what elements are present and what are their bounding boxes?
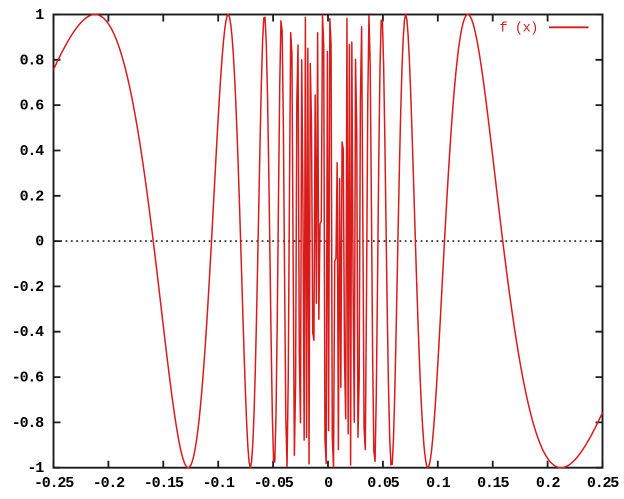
svg-text:0.8: 0.8 <box>20 52 45 69</box>
svg-text:0.25: 0.25 <box>587 475 619 492</box>
svg-text:-0.25: -0.25 <box>34 475 74 492</box>
svg-text:-0.8: -0.8 <box>12 415 44 432</box>
svg-text:-0.2: -0.2 <box>12 279 44 296</box>
svg-text:0.1: 0.1 <box>426 475 451 492</box>
svg-text:-0.1: -0.1 <box>203 475 235 492</box>
svg-text:0.15: 0.15 <box>477 475 509 492</box>
svg-text:f (x): f (x) <box>499 22 538 37</box>
svg-text:0.4: 0.4 <box>20 143 45 160</box>
svg-text:0.2: 0.2 <box>536 475 561 492</box>
svg-text:0: 0 <box>324 475 333 492</box>
svg-text:0.2: 0.2 <box>20 188 45 205</box>
svg-text:1: 1 <box>35 7 44 24</box>
svg-text:-1: -1 <box>27 460 44 477</box>
svg-text:-0.15: -0.15 <box>144 475 184 492</box>
svg-text:0.05: 0.05 <box>367 475 399 492</box>
svg-text:-0.2: -0.2 <box>93 475 125 492</box>
svg-text:-0.05: -0.05 <box>254 475 294 492</box>
svg-text:0: 0 <box>35 234 44 251</box>
svg-text:-0.6: -0.6 <box>12 370 44 387</box>
svg-text:-0.4: -0.4 <box>12 324 44 341</box>
svg-text:0.6: 0.6 <box>20 98 45 115</box>
